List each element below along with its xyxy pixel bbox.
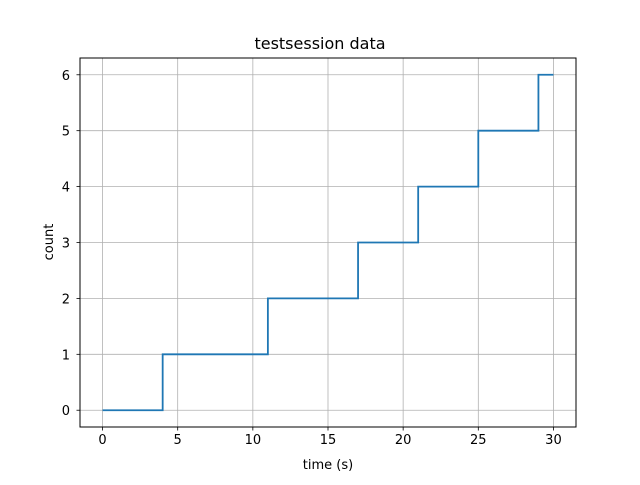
series-layer — [102, 73, 554, 412]
x-tick-label: 30 — [545, 433, 562, 448]
x-tick-label: 0 — [98, 433, 106, 448]
y-tick-label: 1 — [62, 348, 70, 363]
ticks: 0 5 10 15 20 25 30 0 1 2 3 4 5 6 — [62, 69, 562, 448]
y-axis-label: count — [42, 224, 57, 261]
x-axis-label: time (s) — [303, 458, 353, 473]
x-tick-label: 10 — [245, 433, 262, 448]
chart-title: testsession data — [254, 34, 385, 53]
x-tick-label: 25 — [470, 433, 487, 448]
y-tick-label: 0 — [62, 404, 70, 419]
series-step-line — [102, 73, 554, 412]
y-tick-label: 3 — [62, 237, 70, 252]
y-tick-label: 4 — [62, 181, 70, 196]
y-tick-label: 5 — [62, 125, 70, 140]
x-tick-label: 5 — [174, 433, 182, 448]
x-tick-label: 20 — [395, 433, 412, 448]
y-tick-label: 6 — [62, 69, 70, 84]
x-tick-label: 15 — [320, 433, 337, 448]
y-tick-label: 2 — [62, 292, 70, 307]
